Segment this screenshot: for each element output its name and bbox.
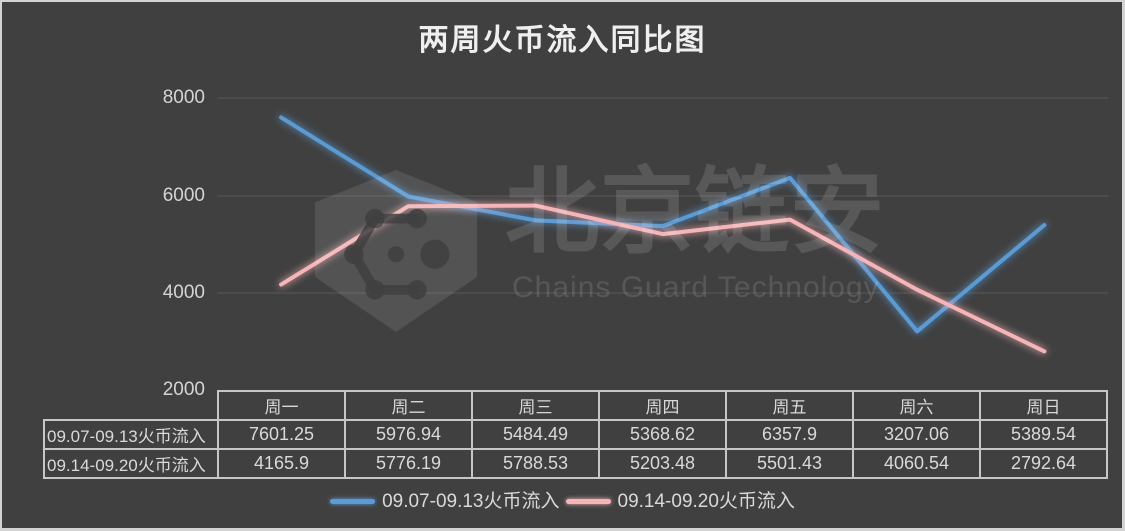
table-header-sun: 周日: [979, 390, 1108, 421]
legend-item-label: 09.07-09.13火币流入: [382, 490, 560, 512]
legend-item-label: 09.14-09.20火币流入: [617, 490, 795, 512]
table-value-cell: 5776.19: [344, 448, 473, 479]
table-value-cell: 5976.94: [344, 419, 473, 450]
y-axis-tick-2000: 2000: [162, 379, 205, 400]
table-header-tue: 周二: [344, 390, 473, 421]
table-value-cell: 2792.64: [979, 448, 1108, 479]
table-value-cell: 5203.48: [598, 448, 727, 479]
series-line-0914-0920: [279, 203, 1047, 354]
table-value-cell: 5368.62: [598, 419, 727, 450]
table-header-fri: 周五: [725, 390, 854, 421]
series-line-0907-0913: [279, 115, 1047, 334]
table-row-week2: 09.14-09.20火币流入 4165.9 5776.19 5788.53 5…: [43, 448, 1108, 479]
table-value-cell: 5501.43: [725, 448, 854, 479]
table-value-cell: 4060.54: [852, 448, 981, 479]
y-axis-tick-8000: 8000: [162, 87, 205, 108]
legend-line-swatch-pink: [565, 499, 611, 504]
table-value-cell: 5788.53: [471, 448, 600, 479]
table-header-mon: 周一: [217, 390, 346, 421]
legend-item-week1: 09.07-09.13火币流入: [330, 490, 560, 514]
table-value-cell: 7601.25: [217, 419, 346, 450]
table-header-row: 周一 周二 周三 周四 周五 周六 周日: [44, 390, 1108, 421]
table-header-spacer: [44, 391, 218, 420]
table-value-cell: 5389.54: [979, 419, 1108, 450]
table-value-cell: 5484.49: [471, 419, 600, 450]
legend-item-week2: 09.14-09.20火币流入: [565, 490, 795, 514]
legend-line-swatch-blue: [330, 499, 376, 504]
table-value-cell: 6357.9: [725, 419, 854, 450]
table-row-label: 09.14-09.20火币流入: [43, 448, 219, 479]
table-row-week1: 09.07-09.13火币流入 7601.25 5976.94 5484.49 …: [43, 419, 1108, 450]
table-value-cell: 4165.9: [217, 448, 346, 479]
chart-title: 两周火币流入同比图: [418, 24, 707, 57]
table-header-wed: 周三: [471, 390, 600, 421]
y-axis-tick-6000: 6000: [162, 185, 205, 206]
y-axis-tick-4000: 4000: [162, 282, 205, 303]
table-header-thu: 周四: [598, 390, 727, 421]
table-value-cell: 3207.06: [852, 419, 981, 450]
data-table: 周一 周二 周三 周四 周五 周六 周日 09.07-09.13火币流入 760…: [43, 390, 1108, 479]
table-row-label: 09.07-09.13火币流入: [43, 419, 219, 450]
table-header-sat: 周六: [852, 390, 981, 421]
legend: 09.07-09.13火币流入 09.14-09.20火币流入: [0, 489, 1125, 514]
